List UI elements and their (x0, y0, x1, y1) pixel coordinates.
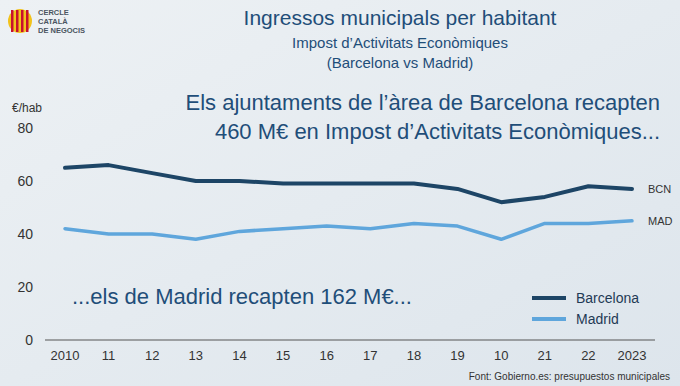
background (0, 0, 680, 386)
logo-stripe (21, 10, 24, 32)
end-label: MAD (648, 215, 673, 227)
y-tick-label: 40 (17, 226, 33, 242)
x-tick-label: 19 (450, 348, 464, 363)
annotation: ...els de Madrid recapten 162 M€... (72, 284, 412, 309)
x-tick-label: 13 (189, 348, 203, 363)
legend-label: Madrid (576, 311, 619, 327)
logo-text: DE NEGOCIS (38, 26, 85, 35)
legend-swatch (532, 296, 566, 300)
annotation: 460 M€ en Impost d’Activitats Econòmique… (215, 119, 660, 144)
x-tick-label: 21 (538, 348, 552, 363)
chart: CERCLECATALÀDE NEGOCIS Ingressos municipa… (0, 0, 680, 386)
x-tick-label: 14 (232, 348, 246, 363)
logo-stripe (26, 10, 29, 32)
logo-text: CATALÀ (38, 17, 68, 26)
logo: CERCLECATALÀDE NEGOCIS (8, 8, 85, 35)
x-tick-label: 2010 (51, 348, 80, 363)
logo-stripe (11, 10, 14, 32)
x-tick-label: 22 (581, 348, 595, 363)
series-line (65, 221, 632, 240)
subtitle: (Barcelona vs Madrid) (327, 54, 474, 71)
x-tick-label: 16 (319, 348, 333, 363)
x-tick-label: 10 (494, 348, 508, 363)
logo-text: CERCLE (38, 8, 69, 17)
y-tick-label: 60 (17, 173, 33, 189)
end-label: BCN (648, 183, 671, 195)
x-tick-label: 17 (363, 348, 377, 363)
y-tick-label: 80 (17, 120, 33, 136)
y-tick-label: 20 (17, 279, 33, 295)
y-axis-label: €/hab (12, 101, 42, 115)
legend-swatch (532, 317, 566, 321)
source: Font: Gobierno.es: presupuestos municipa… (469, 371, 670, 382)
title: Ingressos municipals per habitant (244, 6, 557, 29)
x-tick-label: 18 (407, 348, 421, 363)
logo-stripe (16, 10, 19, 32)
y-tick-label: 0 (25, 332, 33, 348)
series-line (65, 165, 632, 202)
x-tick-label: 2023 (618, 348, 647, 363)
annotation: Els ajuntaments de l’àrea de Barcelona r… (185, 90, 660, 115)
subtitle: Impost d’Activitats Econòmiques (292, 34, 508, 51)
x-tick-label: 15 (276, 348, 290, 363)
plot-area (65, 165, 632, 239)
legend-label: Barcelona (576, 290, 639, 306)
x-tick-label: 12 (145, 348, 159, 363)
x-axis-line (45, 340, 655, 341)
logo-emblem (8, 9, 32, 33)
x-tick-label: 11 (102, 348, 116, 363)
